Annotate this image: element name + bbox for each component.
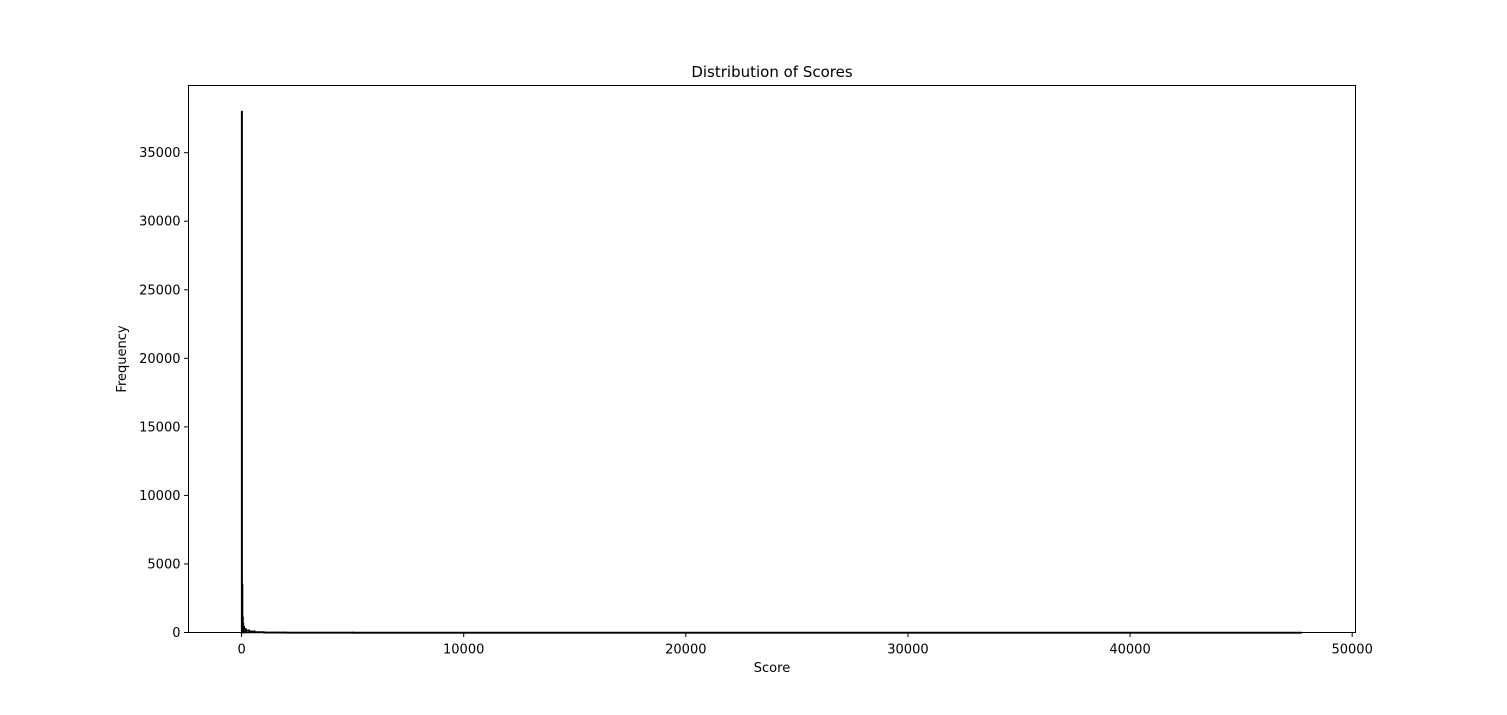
y-tick-label-3: 15000 — [139, 420, 180, 435]
x-tick-label-2: 20000 — [665, 643, 706, 658]
y-axis-ticks: 0 5000 10000 15000 20000 25000 30000 35000 — [139, 146, 189, 641]
y-tick-label-4: 20000 — [139, 352, 180, 367]
histogram-bar-0 — [240, 110, 243, 634]
y-tick-label-1: 5000 — [147, 557, 180, 572]
y-tick-label-5: 25000 — [139, 283, 180, 298]
x-axis-ticks: 0 10000 20000 30000 40000 50000 — [237, 632, 1373, 658]
y-axis-label: Frequency — [115, 325, 130, 392]
y-tick-label-7: 35000 — [139, 146, 180, 161]
y-tick-label-0: 0 — [172, 626, 180, 641]
bars-layer — [240, 110, 1302, 634]
plot-frame — [188, 85, 1356, 633]
y-tick-label-6: 30000 — [139, 215, 180, 230]
y-tick-label-2: 10000 — [139, 489, 180, 504]
x-tick-label-5: 50000 — [1331, 643, 1372, 658]
x-tick-label-0: 0 — [237, 643, 245, 658]
x-tick-label-1: 10000 — [443, 643, 484, 658]
x-tick-label-4: 40000 — [1109, 643, 1150, 658]
x-axis-label: Score — [754, 661, 790, 676]
x-tick-label-3: 30000 — [887, 643, 928, 658]
chart-title: Distribution of Scores — [691, 63, 853, 81]
